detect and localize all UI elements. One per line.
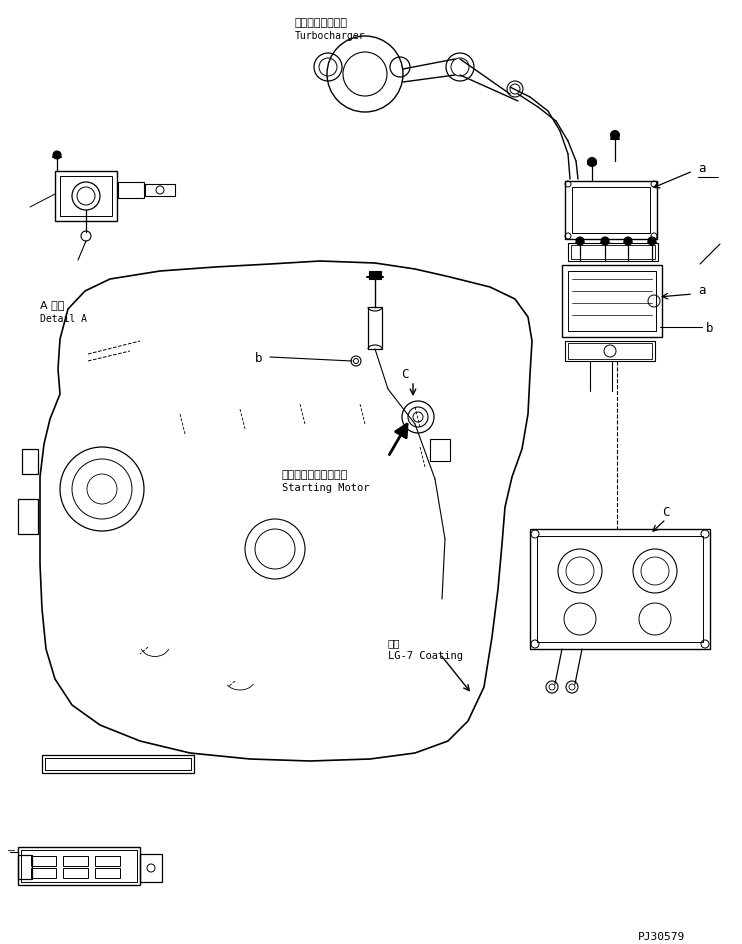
- Circle shape: [624, 238, 632, 245]
- Bar: [568, 344, 652, 360]
- Bar: [430, 440, 450, 462]
- Text: 塗布: 塗布: [388, 637, 401, 648]
- Text: Detail A: Detail A: [40, 313, 87, 324]
- Bar: [368, 308, 382, 349]
- Text: ターボチャージャ: ターボチャージャ: [295, 18, 348, 28]
- Circle shape: [588, 159, 597, 167]
- Bar: [572, 188, 650, 234]
- Bar: [562, 265, 662, 338]
- Bar: [568, 244, 658, 261]
- Bar: [118, 183, 144, 199]
- Bar: [55, 172, 117, 222]
- Text: a: a: [698, 161, 706, 175]
- Circle shape: [648, 238, 656, 245]
- Circle shape: [611, 131, 620, 141]
- Bar: [31, 856, 56, 866]
- Text: C: C: [401, 368, 409, 381]
- Text: C: C: [663, 505, 670, 518]
- Bar: [565, 182, 657, 240]
- Text: Turbocharger: Turbocharger: [295, 31, 366, 41]
- Bar: [21, 851, 137, 882]
- Text: LG-7 Coating: LG-7 Coating: [388, 650, 463, 660]
- Bar: [571, 245, 655, 260]
- Bar: [145, 185, 175, 196]
- Bar: [63, 856, 88, 866]
- Circle shape: [601, 238, 609, 245]
- Bar: [568, 272, 656, 331]
- Bar: [18, 847, 140, 885]
- Circle shape: [576, 238, 584, 245]
- Bar: [95, 868, 120, 878]
- Bar: [31, 868, 56, 878]
- Text: –: –: [8, 844, 15, 854]
- Text: a: a: [698, 283, 706, 296]
- Bar: [18, 855, 32, 879]
- Text: b: b: [255, 351, 262, 364]
- Bar: [95, 856, 120, 866]
- Bar: [140, 854, 162, 882]
- Bar: [565, 342, 655, 362]
- Bar: [45, 758, 191, 770]
- Bar: [369, 272, 381, 279]
- Text: b: b: [706, 321, 714, 334]
- Bar: [63, 868, 88, 878]
- Bar: [60, 177, 112, 217]
- Bar: [537, 536, 703, 642]
- Text: PJ30579: PJ30579: [638, 931, 686, 941]
- Bar: [42, 755, 194, 773]
- Text: Starting Motor: Starting Motor: [282, 482, 370, 493]
- Text: A 詳細: A 詳細: [40, 299, 65, 310]
- Text: スターティングモータ: スターティングモータ: [282, 469, 348, 480]
- Bar: [530, 530, 710, 649]
- Circle shape: [53, 152, 61, 160]
